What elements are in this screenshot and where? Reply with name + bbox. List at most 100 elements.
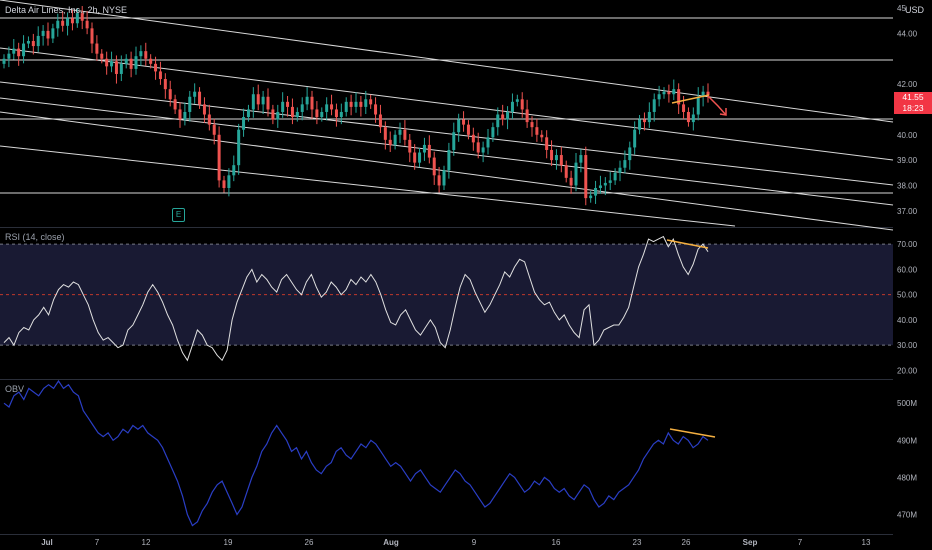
candle — [173, 94, 177, 114]
candle-body — [603, 182, 607, 186]
candle-body — [46, 30, 50, 39]
candle — [56, 13, 60, 37]
candle — [325, 97, 329, 121]
candle-body — [105, 58, 109, 67]
candle-body — [701, 91, 705, 97]
candle-body — [686, 111, 690, 123]
candle — [608, 172, 612, 191]
candle-body — [41, 30, 45, 36]
candle — [545, 130, 549, 159]
candle-body — [256, 94, 260, 105]
candle — [31, 33, 35, 55]
candle — [633, 121, 637, 155]
channel-lines — [0, 0, 894, 231]
candle-body — [22, 43, 26, 57]
candle — [691, 107, 695, 131]
obv-axis-tick: 500M — [897, 399, 917, 408]
channel-line — [0, 81, 894, 186]
candle — [672, 79, 676, 101]
candle-body — [520, 99, 524, 110]
candle — [119, 55, 123, 82]
candle-body — [633, 129, 637, 148]
candle — [408, 134, 412, 163]
candle-body — [110, 61, 114, 67]
time-axis-tick: Aug — [383, 538, 399, 547]
candle-body — [501, 114, 505, 120]
candle — [242, 108, 246, 137]
candle — [198, 87, 202, 109]
candle-body — [388, 139, 392, 145]
projection-arrowhead — [719, 108, 727, 116]
channel-line — [0, 97, 894, 206]
rsi-divergence-line — [666, 239, 709, 249]
candle-body — [476, 142, 480, 153]
earnings-marker-icon[interactable]: E — [172, 208, 185, 222]
candle — [300, 97, 304, 121]
candle — [706, 83, 710, 103]
obv-axis-tick: 490M — [897, 436, 917, 445]
candle-body — [251, 94, 255, 110]
candle-body — [471, 134, 475, 143]
candle-body — [359, 101, 363, 107]
candle-body — [628, 147, 632, 161]
candle-body — [36, 35, 40, 47]
candle — [559, 146, 563, 173]
candle — [310, 90, 314, 120]
candle — [579, 149, 583, 173]
candle-body — [237, 129, 241, 166]
candle-body — [457, 119, 461, 133]
candle-body — [80, 13, 84, 21]
candle-body — [452, 132, 456, 150]
candle-body — [657, 94, 661, 100]
candle — [369, 94, 373, 109]
candle-body — [212, 124, 216, 135]
candle-body — [188, 96, 192, 112]
candle-body — [334, 109, 338, 118]
candle — [667, 84, 671, 103]
candle — [261, 90, 265, 114]
candle — [642, 112, 646, 131]
candle — [202, 97, 206, 123]
candle — [623, 150, 627, 174]
candle-body — [276, 111, 280, 120]
candle-body — [100, 53, 104, 59]
candle — [256, 84, 260, 111]
candle-body — [647, 111, 651, 123]
candle-body — [300, 104, 304, 112]
candle-body — [437, 175, 441, 186]
candle-body — [550, 149, 554, 161]
obv-title: OBV — [5, 384, 25, 394]
candle — [41, 25, 45, 46]
candle-body — [545, 137, 549, 150]
candle — [330, 94, 334, 116]
candle-body — [154, 63, 158, 72]
candle — [105, 51, 109, 75]
price-axis-tick: 38.00 — [897, 181, 918, 190]
candle — [594, 180, 598, 204]
rsi-axis-tick: 70.00 — [897, 240, 918, 249]
candle — [17, 42, 21, 66]
candle — [535, 118, 539, 142]
candle — [95, 35, 99, 61]
channel-line — [0, 111, 894, 231]
candle — [491, 122, 495, 142]
time-axis-tick: 13 — [862, 538, 871, 547]
candle — [286, 96, 290, 117]
candle — [471, 127, 475, 151]
rsi-axis-tick: 40.00 — [897, 316, 918, 325]
candle-body — [17, 48, 21, 57]
candle — [462, 111, 466, 132]
candle — [442, 165, 446, 191]
time-axis-tick: 26 — [305, 538, 314, 547]
candle-body — [594, 187, 598, 196]
candle — [26, 36, 30, 49]
price-axis-tick: 39.00 — [897, 156, 918, 165]
candle — [374, 97, 378, 123]
candle-body — [506, 111, 510, 120]
candle — [520, 92, 524, 118]
price-axis-tick: 40.00 — [897, 131, 918, 140]
candle — [344, 97, 348, 117]
candle-body — [682, 104, 686, 112]
candle-body — [418, 152, 422, 163]
candle — [574, 153, 578, 192]
